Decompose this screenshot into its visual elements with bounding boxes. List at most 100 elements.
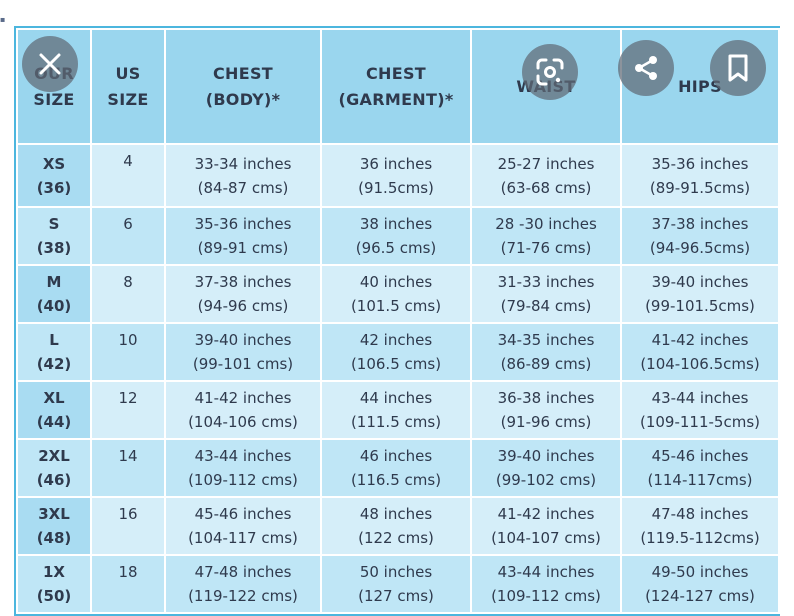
chest-body-cell: 37-38 inches (94-96 cms) [164,264,322,324]
cell-text: (119.5-112cms) [640,529,760,547]
chest-garment-cell: 42 inches (106.5 cms) [320,322,472,382]
bookmark-icon [728,54,748,82]
cell-text: 16 [118,505,138,523]
waist-cell: 36-38 inches (91-96 cms) [470,380,622,440]
cell-text: (71-76 cms) [500,239,592,257]
cell-text: 37-38 inches [194,273,292,291]
cell-text: (127 cms) [358,587,434,605]
hips-cell: 49-50 inches (124-127 cms) [620,554,780,614]
cell-text: (86-89 cms) [500,355,592,373]
cell-text: (124-127 cms) [645,587,755,605]
cell-text: 44 inches [359,389,433,407]
hips-cell: 39-40 inches (99-101.5cms) [620,264,780,324]
share-button[interactable] [618,40,674,96]
cell-text: 6 [123,215,133,233]
table-row: M (40) 8 37-38 inches (94-96 cms) 40 inches (1… [16,264,780,324]
cell-text: (50) [36,587,72,605]
cell-text: 45-46 inches [194,505,292,523]
share-icon [635,56,657,80]
cell-text: 28 -30 inches [495,215,597,233]
cell-text: 18 [118,563,138,581]
cell-text: 36 inches [359,154,433,173]
cell-text: 43-44 inches [497,563,595,581]
lens-search-button[interactable] [522,44,578,100]
cell-text: (89-91.5cms) [649,178,751,197]
cell-text: 47-48 inches [194,563,292,581]
cell-text: 1X [42,563,65,581]
size-chart-table: OUR SIZE US SIZE CHEST (BODY)* CHEST (GA… [16,28,780,614]
cell-text: 50 inches [359,563,433,581]
cell-text: M [46,273,62,291]
cell-text: S [48,215,60,233]
cell-text: 10 [118,331,138,349]
cell-text: 38 inches [359,215,433,233]
cell-text: 41-42 inches [194,389,292,407]
cell-text: (44) [36,413,72,431]
chest-garment-cell: 46 inches (116.5 cms) [320,438,472,498]
cell-text: 31-33 inches [497,273,595,291]
cell-text: 4 [123,152,133,170]
cell-text: 39-40 inches [651,273,749,291]
cell-text: 47-48 inches [651,505,749,523]
table-row: 1X (50) 18 47-48 inches (119-122 cms) 50 inch… [16,554,780,614]
cell-text: (36) [36,178,72,197]
top-strip [0,0,794,16]
waist-cell: 43-44 inches (109-112 cms) [470,554,622,614]
cell-text: L [49,331,59,349]
us-cell: 14 [90,438,166,498]
cell-text: 25-27 inches [497,154,595,173]
waist-cell: 28 -30 inches (71-76 cms) [470,206,622,266]
size-cell: 3XL (48) [16,496,92,556]
cell-text: 42 inches [359,331,433,349]
cell-text: 41-42 inches [497,505,595,523]
cell-text: 46 inches [359,447,433,465]
table-row: XS (36) 4 33-34 inches (84-87 cms) 36 inches (… [16,143,780,208]
hips-cell: 43-44 inches (109-111-5cms) [620,380,780,440]
size-chart-image: OUR SIZE US SIZE CHEST (BODY)* CHEST (GA… [14,26,780,616]
cell-text: 35-36 inches [651,154,749,173]
size-cell: S (38) [16,206,92,266]
chest-garment-cell: 44 inches (111.5 cms) [320,380,472,440]
size-cell: 2XL (46) [16,438,92,498]
us-cell: 4 [90,143,166,208]
header-us-size: US SIZE [90,28,166,145]
size-cell: XL (44) [16,380,92,440]
cell-text: (104-117 cms) [188,529,298,547]
cell-text: (99-102 cms) [495,471,597,489]
close-button[interactable] [22,36,78,92]
size-cell: XS (36) [16,143,92,208]
cell-text: (63-68 cms) [500,178,592,197]
corner-mark-icon: ▪ [0,15,6,24]
chest-garment-cell: 38 inches (96.5 cms) [320,206,472,266]
cell-text: (119-122 cms) [188,587,298,605]
chest-garment-cell: 40 inches (101.5 cms) [320,264,472,324]
hips-cell: 35-36 inches (89-91.5cms) [620,143,780,208]
cell-text: (91-96 cms) [500,413,592,431]
cell-text: XS [42,154,66,173]
cell-text: (109-112 cms) [188,471,298,489]
us-cell: 6 [90,206,166,266]
cell-text: (42) [36,355,72,373]
header-chest-body: CHEST (BODY)* [164,28,322,145]
waist-cell: 39-40 inches (99-102 cms) [470,438,622,498]
size-cell: L (42) [16,322,92,382]
save-button[interactable] [710,40,766,96]
cell-text: 39-40 inches [497,447,595,465]
cell-text: (96.5 cms) [355,239,437,257]
waist-cell: 31-33 inches (79-84 cms) [470,264,622,324]
cell-text: (99-101 cms) [192,355,294,373]
cell-text: 48 inches [359,505,433,523]
waist-cell: 41-42 inches (104-107 cms) [470,496,622,556]
size-cell: 1X (50) [16,554,92,614]
cell-text: (99-101.5cms) [645,297,755,315]
cell-text: (111.5 cms) [350,413,442,431]
cell-text: (104-106 cms) [188,413,298,431]
cell-text: 2XL [38,447,70,465]
table-row: L (42) 10 39-40 inches (99-101 cms) 42 inches… [16,322,780,382]
cell-text: (104-107 cms) [491,529,601,547]
us-cell: 16 [90,496,166,556]
cell-text: (84-87 cms) [197,178,289,197]
chest-body-cell: 43-44 inches (109-112 cms) [164,438,322,498]
cell-text: (79-84 cms) [500,297,592,315]
